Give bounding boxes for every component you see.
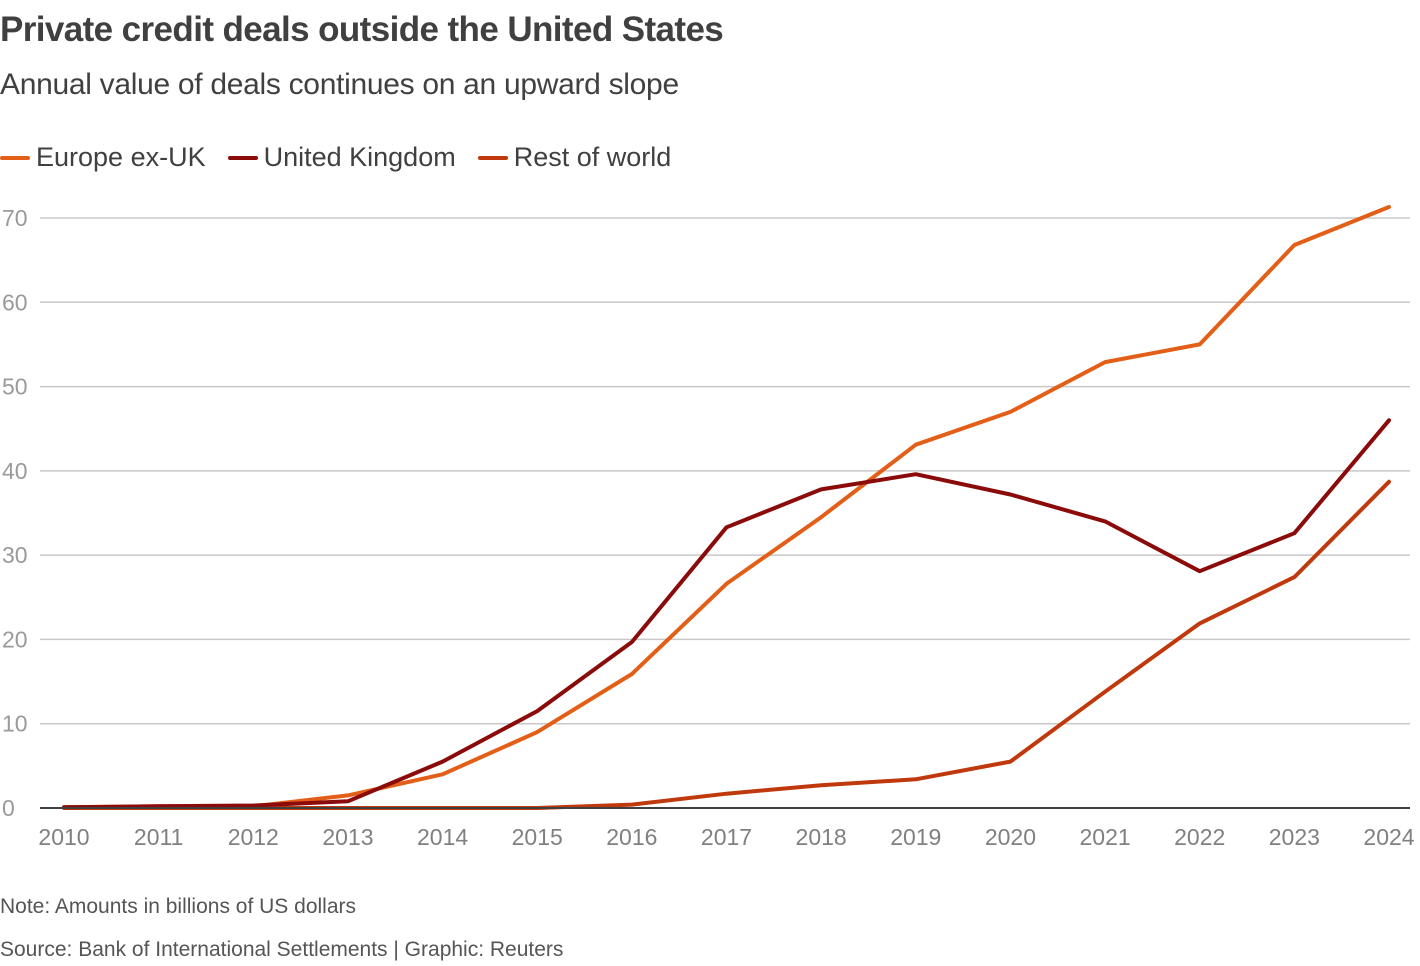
x-tick-label: 2014	[417, 824, 468, 850]
y-tick-label: 20	[2, 626, 28, 652]
y-tick-label: 0	[2, 795, 15, 821]
x-tick-label: 2017	[701, 824, 752, 850]
legend-label-europe: Europe ex-UK	[36, 142, 206, 172]
source-credit: Source: Bank of International Settlement…	[0, 938, 564, 961]
x-tick-label: 2019	[890, 824, 941, 850]
chart-title: Private credit deals outside the United …	[0, 10, 724, 49]
x-tick-label: 2015	[512, 824, 563, 850]
x-tick-label: 2018	[796, 824, 847, 850]
x-tick-label: 2021	[1079, 824, 1130, 850]
x-tick-label: 2012	[228, 824, 279, 850]
legend: Europe ex-UK United Kingdom Rest of worl…	[0, 142, 693, 173]
y-tick-label: 40	[2, 458, 28, 484]
chart-subtitle: Annual value of deals continues on an up…	[0, 68, 679, 101]
x-tick-label: 2011	[134, 824, 183, 850]
x-tick-label: 2023	[1269, 824, 1320, 850]
x-tick-label: 2016	[606, 824, 657, 850]
y-tick-label: 60	[2, 289, 28, 315]
series-lines	[62, 205, 1391, 810]
x-tick-label: 2010	[38, 824, 89, 850]
legend-swatch-europe	[0, 155, 30, 160]
gridlines	[40, 217, 1410, 725]
y-tick-label: 30	[2, 542, 28, 568]
legend-item-rest-of-world: Rest of world	[477, 142, 672, 173]
series-line-rest-of-world	[62, 479, 1391, 810]
legend-item-uk: United Kingdom	[227, 142, 456, 173]
x-axis-ticks: 2010 2011 2012 2013 2014 2015 2016 2017 2018 2019…	[38, 824, 1414, 850]
series-line-europe-ex-uk	[62, 205, 1391, 810]
y-tick-label: 70	[2, 205, 28, 231]
footnote: Note: Amounts in billions of US dollars	[0, 895, 357, 918]
legend-swatch-rest-of-world	[477, 155, 508, 160]
series-line-united-kingdom	[62, 418, 1391, 810]
x-tick-label: 2024	[1363, 824, 1414, 850]
legend-item-europe: Europe ex-UK	[0, 142, 206, 173]
legend-swatch-uk	[227, 155, 258, 160]
legend-label-rest-of-world: Rest of world	[513, 142, 672, 172]
legend-label-uk: United Kingdom	[263, 142, 456, 172]
y-tick-label: 50	[2, 374, 28, 400]
x-tick-label: 2013	[322, 824, 373, 850]
y-axis-ticks: 0 10 20 30 40 50 60 70	[2, 205, 28, 821]
x-tick-label: 2022	[1174, 824, 1225, 850]
y-tick-label: 10	[2, 711, 28, 737]
x-tick-label: 2020	[985, 824, 1036, 850]
